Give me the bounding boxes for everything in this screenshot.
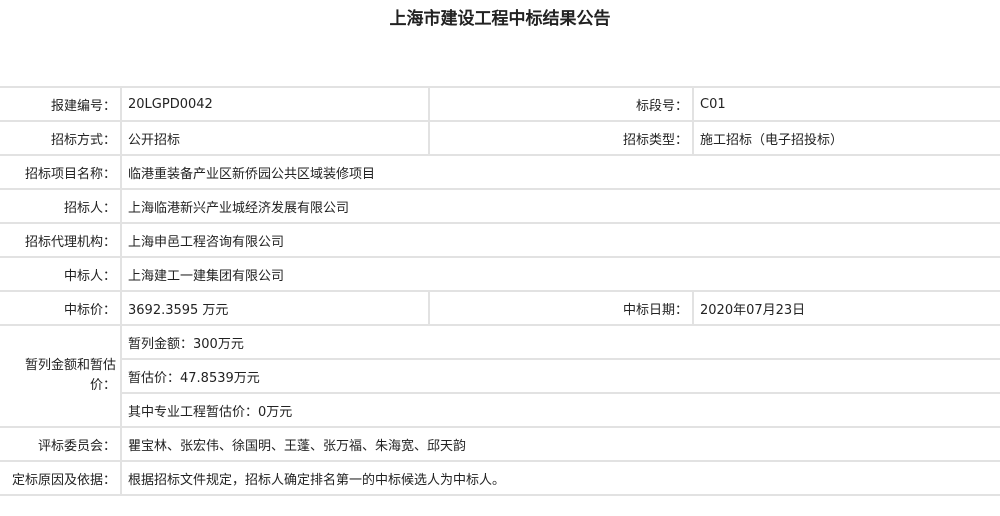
method-label: 招标方式：	[0, 120, 122, 156]
method-value: 公开招标	[120, 120, 430, 156]
date-label: 中标日期：	[428, 290, 694, 326]
provisional-item: 暂列金额：300万元	[120, 324, 1000, 360]
table-row: 暂列金额和暂估价： 暂列金额：300万元	[0, 324, 1000, 428]
provisional-label: 暂列金额和暂估价：	[0, 324, 122, 428]
table-row: 暂估价：47.8539万元	[0, 358, 1000, 394]
winner-value: 上海建工一建集团有限公司	[120, 256, 1000, 292]
committee-value: 瞿宝林、张宏伟、徐国明、王蓬、张万福、朱海宽、邱天韵	[120, 426, 1000, 462]
type-value: 施工招标（电子招投标）	[692, 120, 1000, 156]
table-row: 招标项目名称： 临港重装备产业区新侨园公共区域装修项目	[0, 154, 1000, 190]
tenderer-label: 招标人：	[0, 188, 122, 224]
type-label: 招标类型：	[428, 120, 694, 156]
table-row: 报建编号： 20LGPD0042 标段号： C01	[0, 86, 1000, 122]
agency-label: 招标代理机构：	[0, 222, 122, 258]
winner-label: 中标人：	[0, 256, 122, 292]
table-row: 其中专业工程暂估价：0万元	[0, 392, 1000, 428]
table-row: 招标人： 上海临港新兴产业城经济发展有限公司	[0, 188, 1000, 224]
table-row: 招标方式： 公开招标 招标类型： 施工招标（电子招投标）	[0, 120, 1000, 156]
project-name-label: 招标项目名称：	[0, 154, 122, 190]
project-name-value: 临港重装备产业区新侨园公共区域装修项目	[120, 154, 1000, 190]
project-no-value: 20LGPD0042	[120, 86, 430, 122]
tenderer-value: 上海临港新兴产业城经济发展有限公司	[120, 188, 1000, 224]
table-row: 评标委员会： 瞿宝林、张宏伟、徐国明、王蓬、张万福、朱海宽、邱天韵	[0, 426, 1000, 462]
project-no-label: 报建编号：	[0, 86, 122, 122]
reason-label: 定标原因及依据：	[0, 460, 122, 496]
table-row: 中标人： 上海建工一建集团有限公司	[0, 256, 1000, 292]
agency-value: 上海申邑工程咨询有限公司	[120, 222, 1000, 258]
section-no-label: 标段号：	[428, 86, 694, 122]
table-row: 招标代理机构： 上海申邑工程咨询有限公司	[0, 222, 1000, 258]
page-title: 上海市建设工程中标结果公告	[389, 9, 611, 29]
price-label: 中标价：	[0, 290, 122, 326]
section-no-value: C01	[692, 86, 1000, 122]
date-value: 2020年07月23日	[692, 290, 1000, 326]
provisional-item: 其中专业工程暂估价：0万元	[120, 392, 1000, 428]
committee-label: 评标委员会：	[0, 426, 122, 462]
price-value: 3692.3595 万元	[120, 290, 430, 326]
provisional-item: 暂估价：47.8539万元	[120, 358, 1000, 394]
result-table: 报建编号： 20LGPD0042 标段号： C01 招标方式： 公开招标 招标类…	[0, 86, 1000, 496]
table-row: 中标价： 3692.3595 万元 中标日期： 2020年07月23日	[0, 290, 1000, 326]
table-row: 定标原因及依据： 根据招标文件规定，招标人确定排名第一的中标候选人为中标人。	[0, 460, 1000, 496]
reason-value: 根据招标文件规定，招标人确定排名第一的中标候选人为中标人。	[120, 460, 1000, 496]
